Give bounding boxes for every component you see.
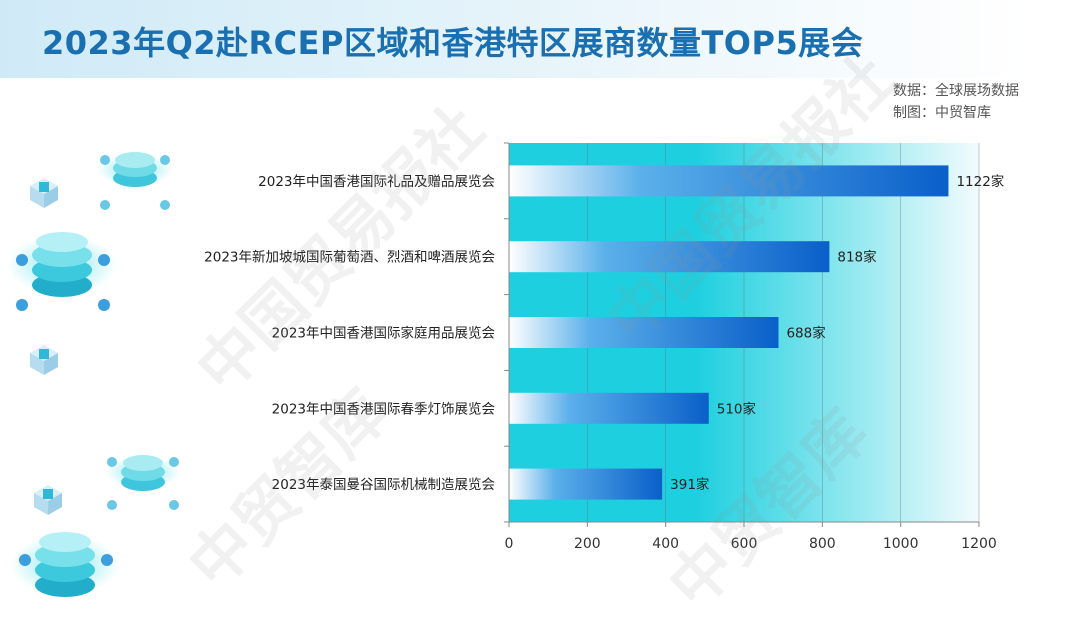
- source-line-data: 数据：全球展场数据: [893, 83, 1019, 99]
- server-stack-icon: [97, 152, 173, 210]
- page-title: 2023年Q2赴RCEP区域和香港特区展商数量TOP5展会: [42, 24, 864, 62]
- category-label: 2023年泰国曼谷国际机械制造展览会: [272, 477, 495, 493]
- data-label: 688家: [786, 325, 826, 342]
- source-note: 数据：全球展场数据 制图：中贸智库: [893, 80, 1019, 124]
- labels: 0 200 400 600 800 1000 1200 2023年中国香港国际礼品及赠品展览会…: [204, 173, 1005, 552]
- category-label: 2023年中国香港国际礼品及赠品展览会: [258, 174, 495, 190]
- bar: [509, 392, 709, 424]
- category-label: 2023年中国香港国际春季灯饰展览会: [272, 401, 495, 417]
- server-stack-icon: [105, 455, 181, 510]
- server-stack-icon: [10, 532, 120, 597]
- decorative-server-icons: [7, 152, 181, 597]
- bars: [509, 165, 949, 500]
- server-stack-icon: [7, 232, 117, 311]
- x-tick-label: 800: [809, 536, 836, 552]
- category-label: 2023年新加坡城国际葡萄酒、烈酒和啤酒展览会: [204, 250, 495, 266]
- category-label: 2023年中国香港国际家庭用品展览会: [272, 325, 495, 342]
- cube-icon: [30, 178, 58, 208]
- title-band: [0, 0, 1080, 78]
- bar: [509, 468, 663, 500]
- x-tick-label: 1200: [961, 536, 997, 552]
- source-line-credit: 制图：中贸智库: [893, 105, 991, 121]
- data-label: 1122家: [956, 173, 1004, 190]
- axes: [504, 142, 980, 527]
- x-tick-label: 1000: [883, 536, 919, 552]
- bar: [509, 241, 830, 273]
- cube-icon: [34, 485, 62, 515]
- data-label: 510家: [717, 400, 757, 417]
- x-tick-label: 600: [731, 536, 758, 552]
- x-tick-label: 0: [505, 536, 514, 552]
- x-tick-label: 400: [652, 536, 679, 552]
- bar: [509, 165, 949, 197]
- cube-icon: [30, 345, 58, 375]
- data-label: 818家: [837, 249, 877, 266]
- bar: [509, 317, 779, 348]
- x-tick-label: 200: [574, 536, 601, 552]
- data-label: 391家: [670, 476, 710, 493]
